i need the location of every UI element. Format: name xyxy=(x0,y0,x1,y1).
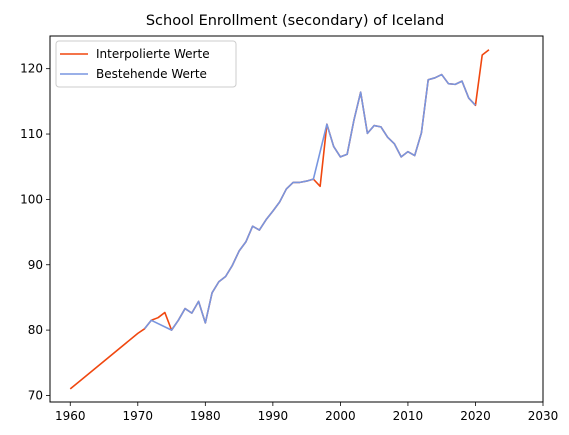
series-line-2 xyxy=(143,73,477,331)
x-tick-label: 1980 xyxy=(190,409,221,423)
y-tick-label: 70 xyxy=(28,388,43,402)
y-tick-label: 120 xyxy=(20,62,43,76)
chart-title: School Enrollment (secondary) of Iceland xyxy=(146,13,444,29)
x-tick-label: 1960 xyxy=(55,409,86,423)
y-tick-label: 90 xyxy=(28,258,43,272)
plot-frame xyxy=(49,35,544,403)
series-layer xyxy=(69,49,490,390)
legend: Interpolierte Werte Bestehende Werte xyxy=(55,40,237,88)
y-tick-label: 80 xyxy=(28,323,43,337)
y-axis: 70 80 90 100 110 120 xyxy=(20,62,50,402)
legend-label-1: Interpolierte Werte xyxy=(96,47,210,61)
x-tick-label: 2010 xyxy=(393,409,424,423)
x-tick-label: 1990 xyxy=(258,409,289,423)
x-tick-label: 2000 xyxy=(325,409,356,423)
x-tick-label: 1970 xyxy=(123,409,154,423)
x-axis: 1960 1970 1980 1990 2000 2010 2020 2030 xyxy=(55,402,558,423)
y-tick-label: 100 xyxy=(20,192,43,206)
x-tick-label: 2020 xyxy=(460,409,491,423)
legend-frame xyxy=(55,40,237,88)
legend-label-2: Bestehende Werte xyxy=(96,67,207,81)
y-tick-label: 110 xyxy=(20,127,43,141)
x-tick-label: 2030 xyxy=(528,409,559,423)
plot-area xyxy=(49,35,544,403)
